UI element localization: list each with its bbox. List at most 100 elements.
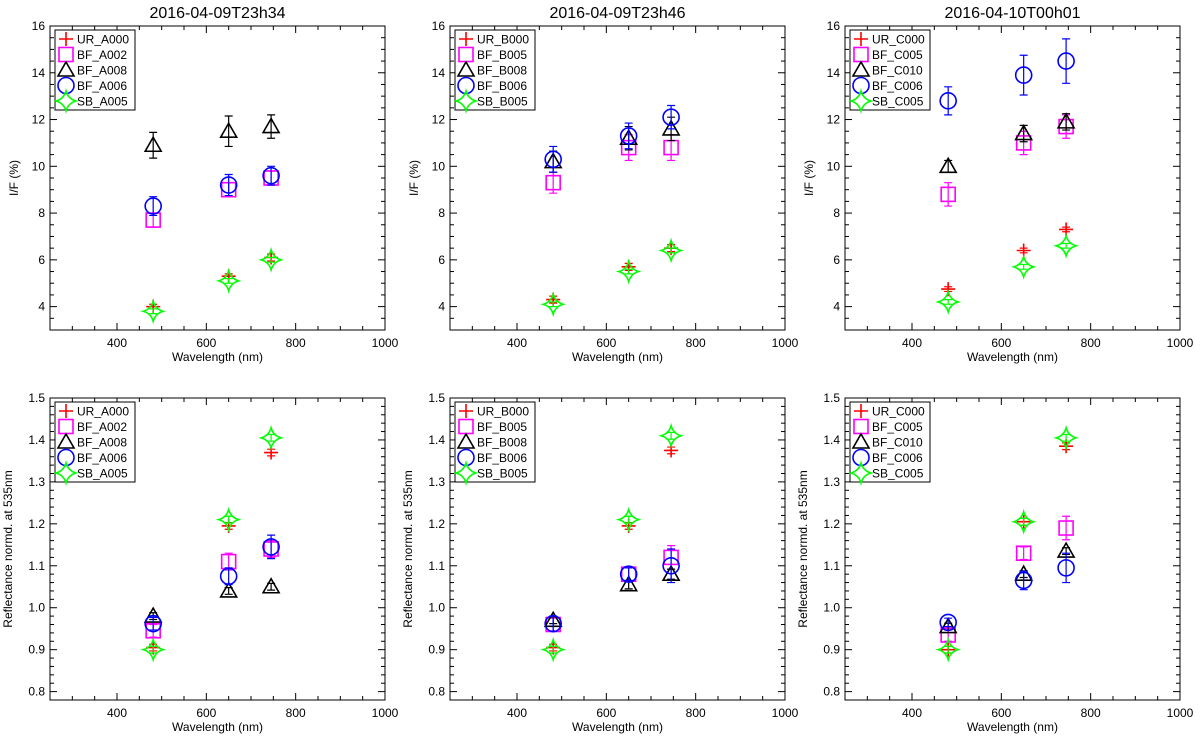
data-point-triangle: [261, 116, 281, 134]
legend-marker-plus: [59, 32, 73, 46]
legend-marker-circle: [457, 448, 475, 467]
data-point-star: [1010, 253, 1037, 280]
legend-label: BF_B008: [477, 436, 527, 450]
data-point-triangle: [938, 616, 958, 634]
data-point-star: [140, 298, 167, 325]
y-tick-label: 1.0: [823, 601, 840, 615]
legend-label: BF_C006: [872, 451, 923, 465]
data-point-circle: [1014, 66, 1033, 84]
y-tick-label: 12: [827, 113, 841, 127]
legend-entry: UR_B000: [459, 32, 529, 47]
data-point-star: [658, 422, 685, 449]
y-tick-label: 10: [32, 159, 46, 173]
legend-marker-triangle: [851, 432, 871, 449]
x-tick-label: 400: [902, 706, 922, 720]
legend-label: BF_A002: [77, 420, 127, 434]
legend-entry: UR_A000: [59, 32, 129, 47]
legend-label: BF_B006: [477, 451, 527, 465]
error-bar: [624, 268, 633, 275]
legend-box: [454, 29, 536, 111]
x-axis-label: Wavelength (nm): [172, 720, 263, 734]
legend-label: UR_A000: [77, 405, 129, 419]
legend-label: BF_C010: [872, 64, 923, 78]
data-point-circle: [1014, 571, 1033, 590]
series-UR_A000: [146, 445, 279, 655]
data-point-circle: [544, 614, 562, 633]
series-BF_A002: [145, 540, 279, 639]
y-tick-label: 1.1: [28, 559, 45, 573]
data-point-triangle: [1014, 123, 1034, 141]
y-tick-label: 0.9: [28, 643, 45, 657]
legend-marker-star: [53, 460, 79, 486]
legend-marker-star: [453, 88, 479, 114]
y-tick-label: 8: [438, 206, 445, 220]
data-point-circle: [662, 108, 680, 126]
y-tick-label: 0.8: [28, 685, 45, 699]
legend-label: SB_C005: [872, 467, 924, 481]
y-tick-label: 14: [827, 66, 841, 80]
series-BF_C010: [938, 541, 1076, 634]
error-bar: [1062, 515, 1071, 541]
x-tick-label: 800: [686, 336, 706, 350]
y-axis-label: Reflectance normd. at 535nm: [1, 470, 15, 627]
legend-entry: BF_B008: [456, 60, 527, 78]
y-tick-label: 1.5: [428, 391, 445, 405]
x-tick-label: 800: [1081, 706, 1101, 720]
x-tick-label: 1000: [772, 336, 799, 350]
data-point-star: [140, 636, 167, 663]
legend-entry: BF_B008: [456, 432, 527, 450]
legend-label: BF_C005: [872, 48, 923, 62]
y-tick-label: 1.1: [428, 559, 445, 573]
error-bar: [224, 515, 233, 524]
error-bar: [224, 277, 233, 284]
series-UR_B000: [546, 443, 679, 655]
legend-marker-star: [53, 88, 79, 114]
series-SB_A005: [140, 424, 285, 663]
series-BF_A008: [143, 114, 281, 159]
legend-marker-plus: [459, 32, 473, 46]
data-point-triangle: [219, 121, 239, 139]
legend-label: BF_A008: [77, 436, 127, 450]
data-point-circle: [544, 150, 562, 169]
legend-label: SB_A005: [77, 95, 128, 109]
error-bar: [944, 86, 953, 116]
legend-marker-circle: [457, 76, 475, 95]
error-bar: [149, 645, 158, 654]
legend-label: SB_B005: [477, 95, 528, 109]
legend-marker-plus: [854, 404, 868, 418]
data-point-square: [1058, 520, 1074, 536]
series-BF_B005: [545, 134, 679, 194]
legend-entry: UR_B000: [459, 404, 529, 419]
data-point-circle: [1057, 52, 1075, 70]
x-tick-label: 800: [286, 706, 306, 720]
legend-marker-triangle: [851, 60, 871, 77]
data-point-circle: [662, 556, 680, 575]
y-tick-label: 0.8: [823, 685, 840, 699]
error-bar: [624, 515, 633, 524]
x-tick-label: 600: [991, 336, 1011, 350]
x-tick-label: 400: [107, 706, 127, 720]
legend-entry: SB_A005: [53, 460, 128, 486]
y-tick-label: 1.3: [28, 475, 45, 489]
legend-marker-triangle: [56, 60, 76, 77]
error-bar: [944, 182, 953, 207]
error-bar: [1019, 263, 1028, 270]
legend-entry: UR_C000: [854, 404, 925, 419]
y-tick-label: 1.2: [823, 517, 840, 531]
data-point-circle: [939, 613, 957, 632]
legend-marker-plus: [854, 32, 868, 46]
error-bar: [267, 256, 276, 263]
legend-entry: BF_C006: [852, 76, 923, 95]
y-tick-label: 0.8: [428, 685, 445, 699]
series-BF_B005: [545, 545, 679, 633]
chart-panel-1: 400 600 800 1000 4 6 8 10 12 14 16 2016-04-09T23h34…: [7, 5, 399, 364]
data-point-star: [215, 267, 242, 294]
y-tick-label: 12: [32, 113, 46, 127]
series-SB_A005: [140, 246, 285, 325]
data-point-star: [615, 506, 642, 533]
series-BF_B008: [543, 564, 681, 628]
y-axis-label: I/F (%): [7, 160, 21, 196]
legend-box: [849, 401, 931, 483]
